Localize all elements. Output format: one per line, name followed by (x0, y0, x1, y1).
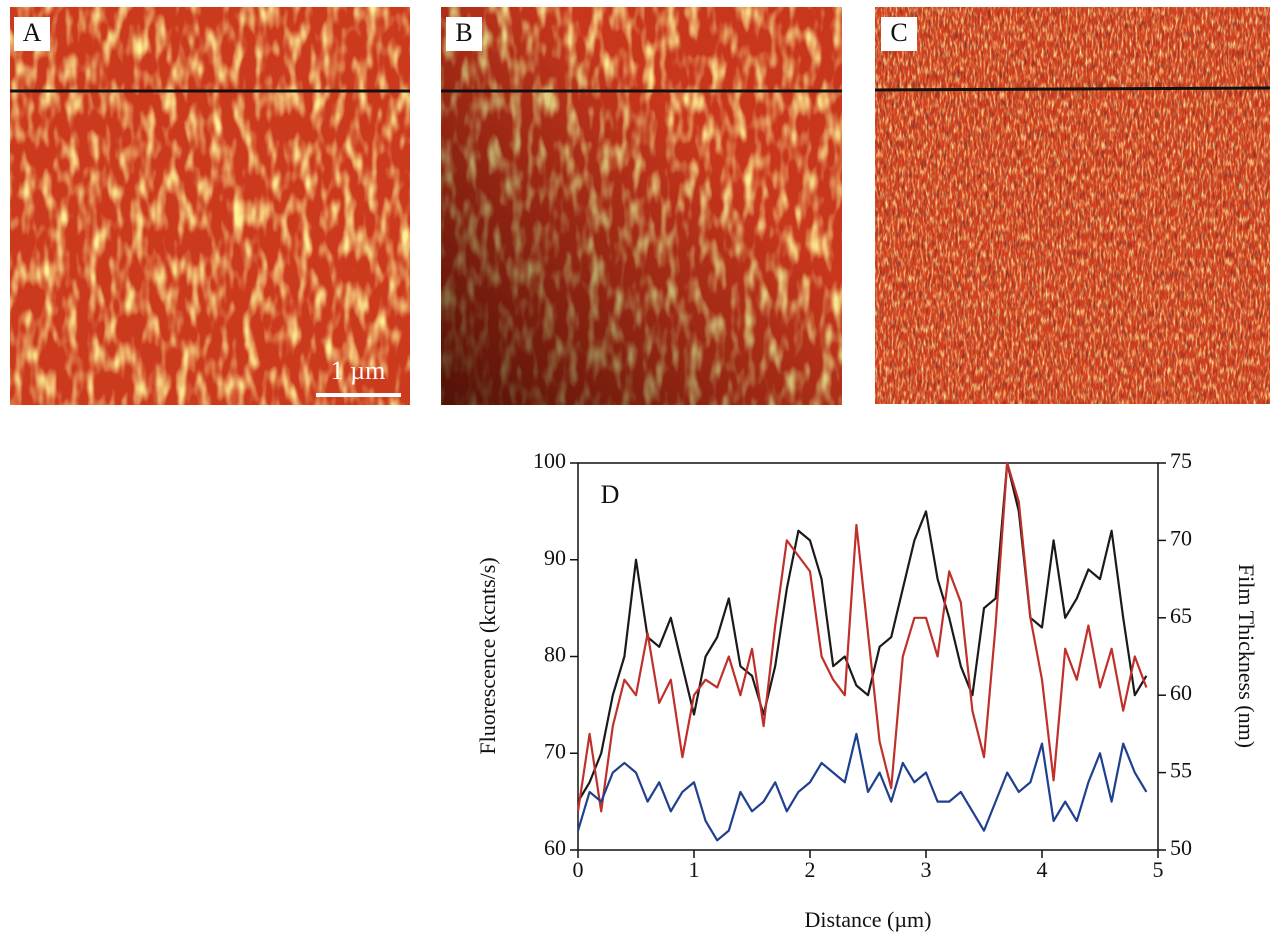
y-tick-label: 90 (544, 545, 566, 570)
y2-tick-label: 70 (1170, 525, 1192, 550)
panel-label: D (601, 480, 620, 509)
data-line (576, 461, 1148, 813)
panel-label: B (455, 18, 472, 47)
image-a (10, 7, 410, 405)
image-c (874, 7, 1271, 404)
x-tick-label: 5 (1153, 857, 1164, 882)
y2-tick-label: 75 (1170, 448, 1192, 473)
x-tick-label: 3 (921, 857, 932, 882)
panel-label: A (23, 18, 42, 47)
panel-label: C (890, 18, 907, 47)
x-tick-label: 1 (689, 857, 700, 882)
y2-tick-label: 50 (1170, 835, 1192, 860)
y-tick-label: 60 (544, 835, 566, 860)
scale-bar-label: 1 µm (331, 356, 386, 385)
data-line (576, 732, 1148, 842)
x-axis-title: Distance (µm) (805, 907, 932, 932)
x-tick-label: 2 (805, 857, 816, 882)
y2-tick-label: 55 (1170, 758, 1192, 783)
y2-tick-label: 60 (1170, 680, 1192, 705)
y-tick-label: 70 (544, 738, 566, 763)
y-tick-label: 80 (544, 642, 566, 667)
y2-axis-title: Film Thickness (nm) (1234, 564, 1259, 748)
image-b (441, 7, 842, 405)
x-tick-label: 4 (1037, 857, 1048, 882)
y-axis-title: Fluorescence (kcnts/s) (475, 557, 500, 754)
x-tick-label: 0 (573, 857, 584, 882)
y2-tick-label: 65 (1170, 603, 1192, 628)
y-tick-label: 100 (533, 448, 566, 473)
data-line (577, 461, 1148, 803)
